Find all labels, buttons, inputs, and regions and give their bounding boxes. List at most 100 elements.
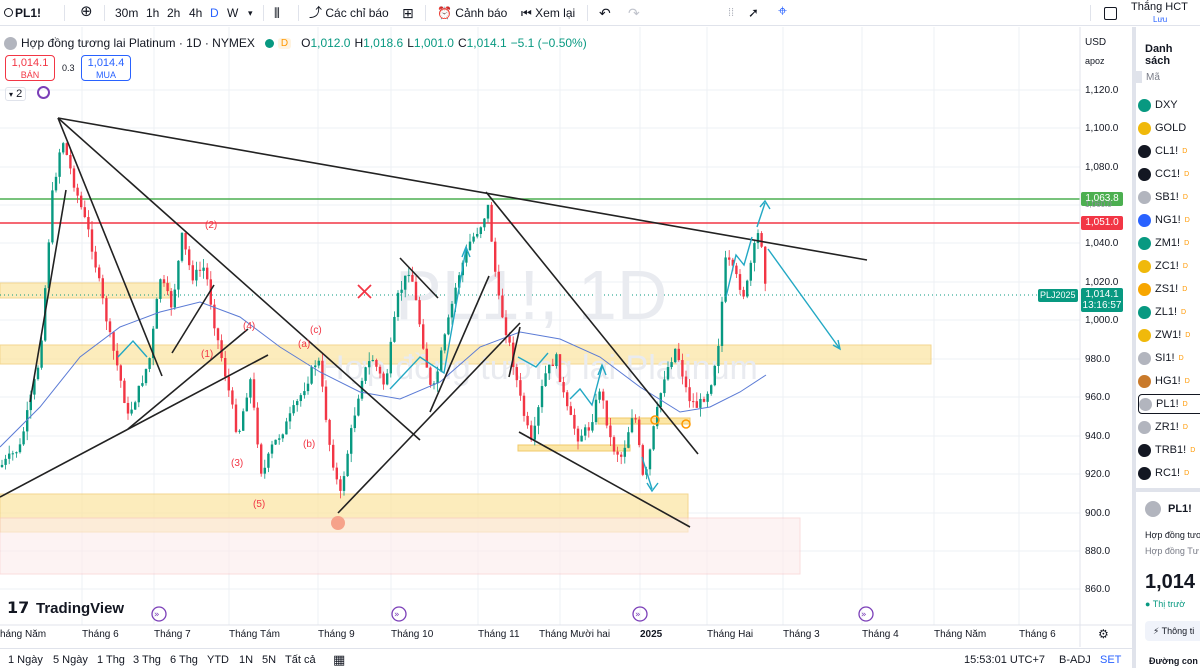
- watchlist-item-hg1[interactable]: HG1! D: [1138, 371, 1200, 391]
- range-5d[interactable]: 5 Ngày: [53, 654, 88, 666]
- replay-button[interactable]: ⏮ Xem lại: [521, 6, 576, 20]
- cursor-arrow-icon[interactable]: ➚: [748, 5, 759, 20]
- range-1d[interactable]: 1 Ngày: [8, 654, 43, 666]
- session-toggle[interactable]: SET: [1100, 654, 1122, 666]
- small-circle-marker[interactable]: [650, 415, 660, 425]
- watchlist-item-gold[interactable]: GOLD: [1138, 118, 1200, 138]
- watchlist-item-zw1[interactable]: ZW1! D: [1138, 325, 1200, 345]
- last-price-tag[interactable]: 1,014.1 13:16:57: [1081, 288, 1123, 312]
- red-level-tag[interactable]: 1,051.0: [1081, 216, 1123, 230]
- interval-w[interactable]: W: [227, 6, 239, 20]
- eye-icon[interactable]: [264, 38, 274, 48]
- watchlist-item-ng1[interactable]: NG1! D: [1138, 210, 1200, 230]
- redo-icon[interactable]: ↷: [628, 5, 640, 21]
- green-level-tag[interactable]: 1,063.8: [1081, 192, 1123, 206]
- time-tick: Tháng Hai: [707, 629, 754, 640]
- pink-zone[interactable]: [0, 517, 801, 575]
- refresh-indicator-icon[interactable]: [37, 86, 50, 99]
- chart-canvas[interactable]: PL1!, 1D Hợp đồng tương lai Platinum: [0, 27, 1132, 647]
- symbol-logo-icon: [1138, 374, 1151, 388]
- range-1m[interactable]: 1 Thg: [97, 654, 125, 666]
- scale-mode[interactable]: apoz: [1085, 56, 1105, 66]
- watchlist-item-si1[interactable]: SI1! D: [1138, 348, 1200, 368]
- watchlist-item-trb1[interactable]: TRB1! D: [1138, 440, 1200, 460]
- low-marker-circle[interactable]: [331, 516, 345, 530]
- candle-body: [202, 267, 205, 271]
- contract-tag[interactable]: PLJ2025: [1038, 289, 1078, 302]
- candle-style-icon[interactable]: ⫴: [274, 5, 280, 21]
- interval-1h[interactable]: 1h: [146, 6, 160, 20]
- adjustment-toggle[interactable]: B-ADJ: [1059, 654, 1091, 666]
- watchlist-item-zs1[interactable]: ZS1! D: [1138, 279, 1200, 299]
- candle-body: [342, 476, 346, 491]
- watchlist-item-zr1[interactable]: ZR1! D: [1138, 417, 1200, 437]
- hidden-price-tag: 1,060.0: [1085, 200, 1112, 209]
- projection-arrows[interactable]: [117, 199, 842, 493]
- resistance-zone-upper[interactable]: [0, 282, 171, 299]
- candle-body: [213, 304, 216, 329]
- calendar-icon[interactable]: ▦: [333, 652, 346, 667]
- candle-body: [555, 354, 558, 367]
- detail-subname: Hợp đồng Tư: [1145, 546, 1199, 556]
- fullscreen-checkbox-icon[interactable]: [1104, 4, 1117, 22]
- watchlist-item-cl1[interactable]: CL1! D: [1138, 141, 1200, 161]
- range-ytd[interactable]: YTD: [207, 654, 229, 666]
- undo-icon[interactable]: ↶: [599, 5, 611, 21]
- settings-gear-icon[interactable]: ⚙: [1098, 627, 1109, 641]
- watchlist-item-zm1[interactable]: ZM1! D: [1138, 233, 1200, 253]
- clock-timezone[interactable]: 15:53:01 UTC+7: [964, 654, 1046, 666]
- interval-30m[interactable]: 30m: [115, 6, 139, 20]
- candle-body: [486, 204, 490, 219]
- small-zone[interactable]: [517, 444, 631, 452]
- candle-body: [368, 361, 371, 368]
- candle-body: [616, 451, 619, 455]
- indicator-toggle[interactable]: ▾ 2: [5, 87, 27, 101]
- range-5y[interactable]: 5N: [262, 654, 277, 666]
- layout-grid-icon[interactable]: ⊞: [402, 5, 414, 21]
- watchlist-item-dxy[interactable]: DXY: [1138, 95, 1200, 115]
- watchlist-item-sb1[interactable]: SB1! D: [1138, 187, 1200, 207]
- indicators-button[interactable]: ⤴ Các chỉ báo: [309, 5, 389, 20]
- small-circle-marker-2[interactable]: [681, 419, 691, 429]
- trend-lines[interactable]: [0, 117, 868, 528]
- user-account[interactable]: Thắng HCT Lưu: [1131, 1, 1188, 24]
- event-arrow-glyphs: » » » »: [154, 610, 867, 620]
- watchlist-title[interactable]: Danh sách: [1145, 43, 1173, 67]
- chevron-down-icon[interactable]: ▾: [248, 8, 253, 18]
- watchlist-item-rc1[interactable]: RC1! D: [1138, 463, 1200, 483]
- symbol-search-button[interactable]: PL1!: [4, 4, 41, 22]
- buy-button[interactable]: 1,014.4 MUA: [81, 55, 131, 81]
- chevron-down-icon: ▾: [9, 90, 14, 99]
- watchlist-item-cc1[interactable]: CC1! D: [1138, 164, 1200, 184]
- candle-body: [666, 367, 670, 380]
- candle-body: [285, 421, 288, 435]
- range-6m[interactable]: 6 Thg: [170, 654, 198, 666]
- sell-button[interactable]: 1,014.1 BÁN: [5, 55, 55, 81]
- event-markers[interactable]: [151, 606, 874, 622]
- small-zone-2[interactable]: [597, 417, 691, 425]
- range-3m[interactable]: 3 Thg: [133, 654, 161, 666]
- interval-d[interactable]: D: [210, 6, 219, 20]
- x-marker[interactable]: [357, 284, 372, 299]
- interval-4h[interactable]: 4h: [189, 6, 203, 20]
- range-1y[interactable]: 1N: [239, 654, 254, 666]
- price-tick: 960.0: [1085, 392, 1111, 403]
- legend-title[interactable]: Hợp đồng tương lai Platinum · 1D · NYMEX: [21, 36, 255, 50]
- watchlist-item-zl1[interactable]: ZL1! D: [1138, 302, 1200, 322]
- alerts-button[interactable]: ⏰ Cảnh báo: [437, 6, 508, 20]
- support-resistance-zone-980[interactable]: [0, 344, 932, 365]
- drag-handle-icon[interactable]: ⁞⁞: [728, 7, 735, 19]
- range-all[interactable]: Tất cả: [285, 654, 316, 666]
- currency-selector[interactable]: USD: [1085, 37, 1107, 48]
- symbol-logo-icon: [1138, 420, 1151, 434]
- crosshair-icon[interactable]: ⌖: [778, 3, 788, 20]
- interval-2h[interactable]: 2h: [167, 6, 181, 20]
- compare-add-icon[interactable]: ⊕: [80, 3, 93, 20]
- watchlist-item-pl1[interactable]: PL1! D: [1138, 394, 1200, 414]
- candle-body: [634, 418, 637, 420]
- info-button[interactable]: ⚡ Thông ti: [1145, 621, 1200, 641]
- candle-body: [47, 242, 50, 289]
- candle-body: [263, 467, 266, 474]
- projection-arrow-down: [767, 248, 841, 350]
- watchlist-item-zc1[interactable]: ZC1! D: [1138, 256, 1200, 276]
